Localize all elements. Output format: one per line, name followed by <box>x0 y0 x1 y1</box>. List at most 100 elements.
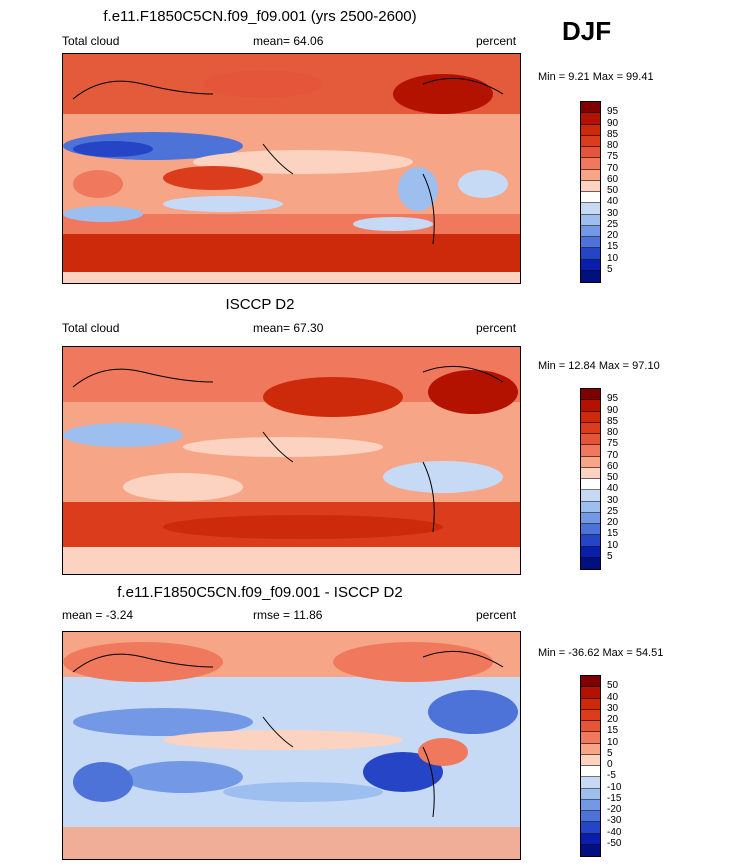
colorbar-tick-label: 50 <box>607 680 619 692</box>
colorbar-tick-label: 20 <box>607 230 619 241</box>
colorbar-tick-label: 40 <box>607 483 619 495</box>
colorbar-tick-label: -40 <box>607 826 622 838</box>
colorbar-tick-label: 15 <box>607 241 619 253</box>
panel-3-colorbar <box>580 675 601 857</box>
panel-2-map <box>62 346 521 575</box>
colorbar-tick-label: 0 <box>607 759 613 770</box>
colorbar-segment <box>581 214 600 226</box>
colorbar-segment <box>581 811 600 823</box>
colorbar-segment <box>581 411 600 423</box>
colorbar-tick-label: 15 <box>607 528 619 540</box>
colorbar-segment <box>581 389 600 401</box>
colorbar-segment <box>581 766 600 778</box>
colorbar-segment <box>581 512 600 524</box>
colorbar-segment <box>581 147 600 159</box>
colorbar-segment <box>581 248 600 260</box>
colorbar-tick-label: 90 <box>607 404 619 416</box>
colorbar-segment <box>581 721 600 733</box>
colorbar-segment <box>581 180 600 192</box>
colorbar-segment <box>581 192 600 204</box>
panel-2-units-label: percent <box>476 321 517 335</box>
panel-2-mean-label: mean= 67.30 <box>253 321 324 335</box>
colorbar-segment <box>581 479 600 491</box>
colorbar-tick-label: 20 <box>607 714 619 725</box>
colorbar-tick-label: 70 <box>607 449 619 461</box>
colorbar-segment <box>581 434 600 446</box>
colorbar-segment <box>581 203 600 215</box>
colorbar-segment <box>581 754 600 766</box>
colorbar-tick-label: 40 <box>607 691 619 703</box>
colorbar-tick-label: 30 <box>607 494 619 506</box>
colorbar-tick-label: -5 <box>607 770 616 782</box>
colorbar-segment <box>581 844 600 856</box>
colorbar-tick-label: 20 <box>607 517 619 528</box>
panel-1-minmax: Min = 9.21 Max = 99.41 <box>538 71 654 83</box>
colorbar-tick-label: 85 <box>607 128 619 140</box>
colorbar-tick-label: 90 <box>607 117 619 129</box>
colorbar-tick-label: 25 <box>607 218 619 230</box>
colorbar-segment <box>581 225 600 237</box>
colorbar-tick-label: -10 <box>607 781 622 793</box>
colorbar-tick-label: 40 <box>607 196 619 208</box>
colorbar-tick-label: 10 <box>607 736 619 748</box>
colorbar-segment <box>581 490 600 502</box>
colorbar-tick-label: 25 <box>607 505 619 517</box>
colorbar-segment <box>581 237 600 249</box>
colorbar-segment <box>581 422 600 434</box>
colorbar-segment <box>581 169 600 181</box>
panel-3-title: f.e11.F1850C5CN.f09_f09.001 - ISCCP D2 <box>117 584 403 601</box>
colorbar-tick-label: 15 <box>607 725 619 737</box>
colorbar-tick-label: 30 <box>607 207 619 219</box>
colorbar-tick-label: 75 <box>607 438 619 450</box>
panel-2-left-label: Total cloud <box>62 321 120 335</box>
season-label: DJF <box>562 16 612 46</box>
colorbar-segment <box>581 676 600 688</box>
colorbar-tick-label: 60 <box>607 173 619 185</box>
colorbar-segment <box>581 743 600 755</box>
colorbar-tick-label: 95 <box>607 393 619 405</box>
panel-1-map <box>62 53 521 284</box>
colorbar-tick-label: -15 <box>607 792 622 804</box>
panel-3-minmax: Min = -36.62 Max = 54.51 <box>538 647 664 659</box>
colorbar-segment <box>581 698 600 710</box>
panel-2-minmax: Min = 12.84 Max = 97.10 <box>538 360 660 372</box>
colorbar-tick-label: 80 <box>607 427 619 438</box>
panel-3-map <box>62 631 521 860</box>
panel-1-colorbar <box>580 101 601 283</box>
colorbar-segment <box>581 270 600 282</box>
colorbar-segment <box>581 124 600 136</box>
colorbar-segment <box>581 135 600 147</box>
colorbar-segment <box>581 687 600 699</box>
colorbar-segment <box>581 557 600 569</box>
panel-2-colorbar <box>580 388 601 570</box>
colorbar-segment <box>581 546 600 558</box>
colorbar-segment <box>581 524 600 536</box>
colorbar-tick-label: 30 <box>607 702 619 714</box>
colorbar-tick-label: -20 <box>607 804 622 815</box>
colorbar-tick-label: 75 <box>607 151 619 163</box>
colorbar-tick-label: 70 <box>607 162 619 174</box>
panel-1-left-label: Total cloud <box>62 34 120 48</box>
colorbar-segment <box>581 445 600 457</box>
colorbar-tick-label: 10 <box>607 539 619 551</box>
colorbar-segment <box>581 822 600 834</box>
colorbar-tick-label: 60 <box>607 460 619 472</box>
colorbar-tick-label: 5 <box>607 550 613 562</box>
colorbar-segment <box>581 456 600 468</box>
colorbar-segment <box>581 732 600 744</box>
colorbar-tick-label: 95 <box>607 106 619 118</box>
colorbar-tick-label: 80 <box>607 140 619 151</box>
colorbar-segment <box>581 259 600 271</box>
colorbar-segment <box>581 777 600 789</box>
colorbar-segment <box>581 102 600 114</box>
colorbar-tick-label: 5 <box>607 747 613 759</box>
colorbar-segment <box>581 799 600 811</box>
panel-3-mean-label: mean = -3.24 <box>62 608 134 622</box>
colorbar-tick-label: 10 <box>607 252 619 264</box>
panel-3-units-label: percent <box>476 608 517 622</box>
panel-2-title: ISCCP D2 <box>225 296 295 313</box>
colorbar-segment <box>581 788 600 800</box>
panel-1-units-label: percent <box>476 34 517 48</box>
colorbar-segment <box>581 400 600 412</box>
colorbar-tick-label: -30 <box>607 815 622 827</box>
